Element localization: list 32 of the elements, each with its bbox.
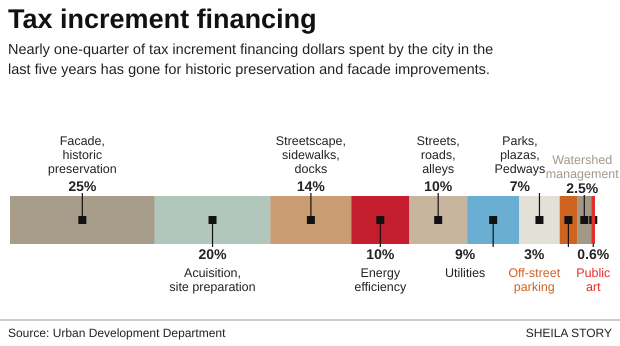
data-label: 10% [424,178,453,194]
text: Watershed management [546,153,620,181]
text: SHEILA STORY [526,326,612,340]
bar [351,196,410,244]
data-label: 2.5% [566,180,599,196]
bar [519,196,560,244]
data-label: 25% [68,178,97,194]
series-label: Acuisition, site preparation [169,266,256,294]
data-label: 9% [455,246,476,262]
chart-subtitle: Nearly one-quarter of tax increment financing dollars spent by the city in the last five years has gone for historic preservation and facade improvements. [8,42,494,78]
bar [560,196,578,244]
series-label: Facade, historic preservation [48,134,117,176]
text: Public art [576,266,610,294]
bar [154,196,270,244]
chart-title: Tax increment financing [8,4,317,34]
data-label: 0.6% [577,246,610,262]
bar [10,196,155,244]
series-label: Utilities [444,266,486,280]
series-label: Energy efficiency [354,266,408,294]
bar [409,196,468,244]
series-label: Off-street parking [508,266,561,294]
series-label: Streetscape, sidewalks, docks [276,134,346,176]
data-label: 7% [510,178,531,194]
series-label: Parks, plazas, Pedways [494,134,546,176]
data-label: 10% [366,246,395,262]
source-note: Source: Urban Development Department [8,326,226,340]
bar [270,196,352,244]
bar [467,196,520,244]
data-label: 14% [296,178,326,194]
data-label: 3% [524,246,545,262]
data-label: 20% [198,246,228,262]
series-label: Streets, roads, alleys [416,134,460,176]
